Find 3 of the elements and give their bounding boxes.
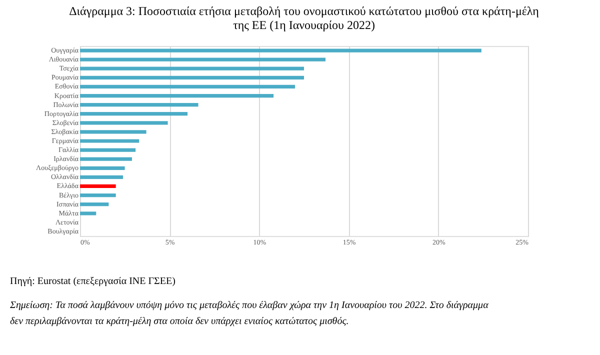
chart-title: Διάγραμμα 3: Ποσοστιαία ετήσια μεταβολή του ονομαστικού κατώτατου μισθού στα κράτη-μέλη της ΕΕ (1η Ιανουαρίου 2022) [69, 4, 539, 32]
text: Σημείωση: Τα ποσά λαμβάνουν υπόψη μόνο τις μεταβολές που έλαβαν χώρα την 1η Ιανουαρίου του 2022. Στο διάγραμμα δεν περιλαμβάνονται τα κράτη-μέλη στα οποία δεν υπάρχει ενιαίος κατώτατος μισθός. [9, 300, 490, 327]
text: Πηγή: Eurostat (επεξεργασία ΙΝΕ ΓΣΕΕ) [10, 276, 176, 287]
